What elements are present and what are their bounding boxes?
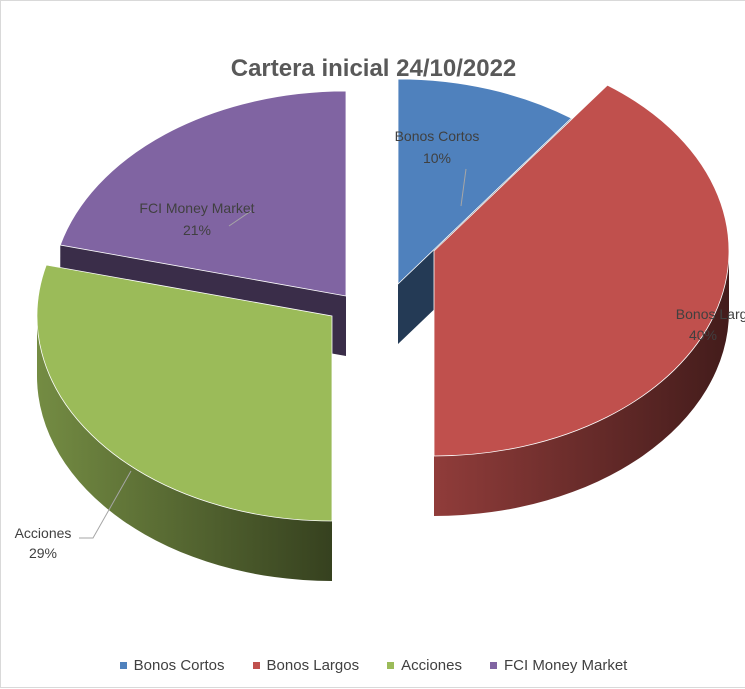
data-label-category: FCI Money Market [139, 200, 254, 216]
data-label-percent: 40% [689, 327, 717, 343]
legend-item: Bonos Largos [252, 657, 360, 674]
legend-label: Bonos Largos [266, 657, 360, 674]
legend-label: Acciones [401, 657, 462, 674]
data-label-category: Acciones [15, 525, 72, 541]
chart-legend: Bonos Cortos Bonos Largos Acciones FCI Mone… [1, 657, 745, 674]
chart-title: Cartera inicial 24/10/2022 [230, 55, 517, 82]
slice-bonos-largos [433, 84, 730, 516]
data-label-percent: 10% [423, 150, 451, 166]
leader-line [228, 210, 252, 227]
slice-top-bonos-cortos [397, 78, 573, 285]
slice-top-fci-money-market [59, 90, 347, 297]
data-label-percent: 21% [183, 222, 211, 238]
legend-swatch [387, 662, 395, 669]
legend-item: Bonos Cortos [119, 657, 225, 674]
legend-swatch [252, 662, 260, 669]
leader-line [79, 470, 132, 539]
slice-top-acciones [36, 264, 333, 522]
legend-swatch [489, 662, 497, 669]
legend-label: Bonos Cortos [133, 657, 225, 674]
slice-acciones [36, 264, 333, 581]
data-label-percent: 29% [29, 545, 57, 561]
legend-label: FCI Money Market [503, 657, 628, 674]
legend-item: Acciones [387, 657, 462, 674]
legend-item: FCI Money Market [489, 657, 628, 674]
slice-top-bonos-largos [433, 84, 730, 457]
data-label-category: Bonos Cortos [395, 128, 480, 144]
legend-swatch [119, 662, 127, 669]
leader-line [460, 168, 467, 207]
data-label-category: Bonos Largos [676, 306, 745, 322]
